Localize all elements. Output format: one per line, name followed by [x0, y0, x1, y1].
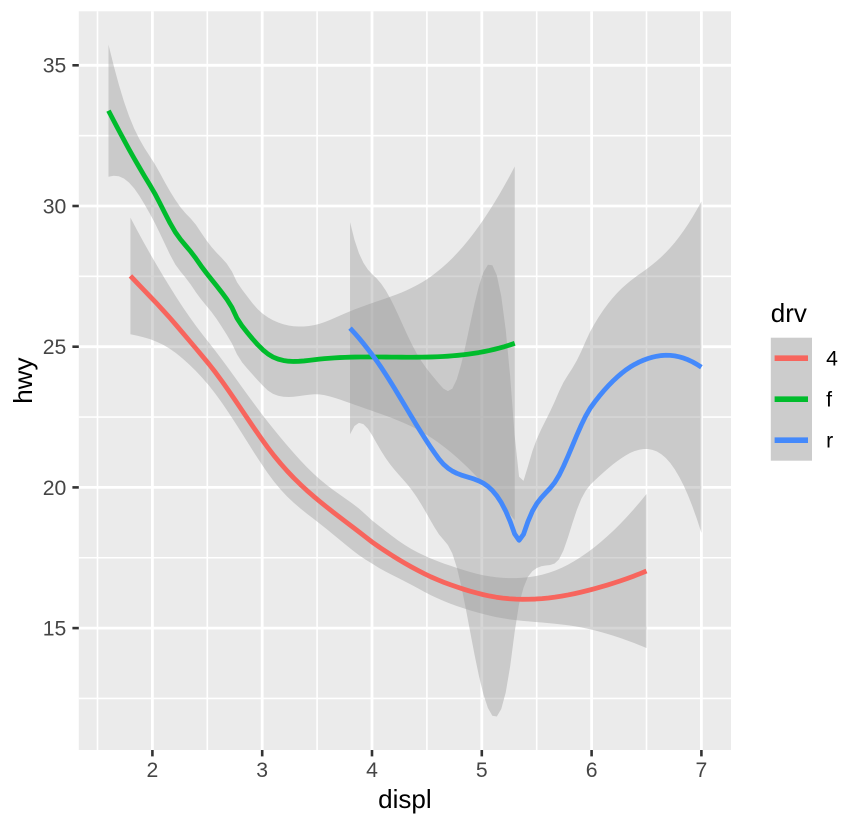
svg-text:7: 7 [696, 759, 708, 782]
svg-text:f: f [826, 389, 832, 412]
svg-text:drv: drv [771, 298, 807, 328]
svg-text:r: r [826, 430, 833, 453]
svg-text:3: 3 [256, 759, 268, 782]
svg-text:20: 20 [43, 477, 67, 500]
svg-text:25: 25 [43, 336, 67, 359]
svg-text:4: 4 [826, 348, 838, 371]
svg-text:5: 5 [476, 759, 488, 782]
svg-text:hwy: hwy [8, 358, 38, 404]
svg-text:4: 4 [366, 759, 378, 782]
svg-text:2: 2 [147, 759, 159, 782]
svg-text:15: 15 [43, 618, 67, 641]
svg-text:displ: displ [378, 784, 431, 814]
svg-text:30: 30 [43, 195, 67, 218]
svg-text:35: 35 [43, 55, 67, 78]
svg-text:6: 6 [586, 759, 598, 782]
